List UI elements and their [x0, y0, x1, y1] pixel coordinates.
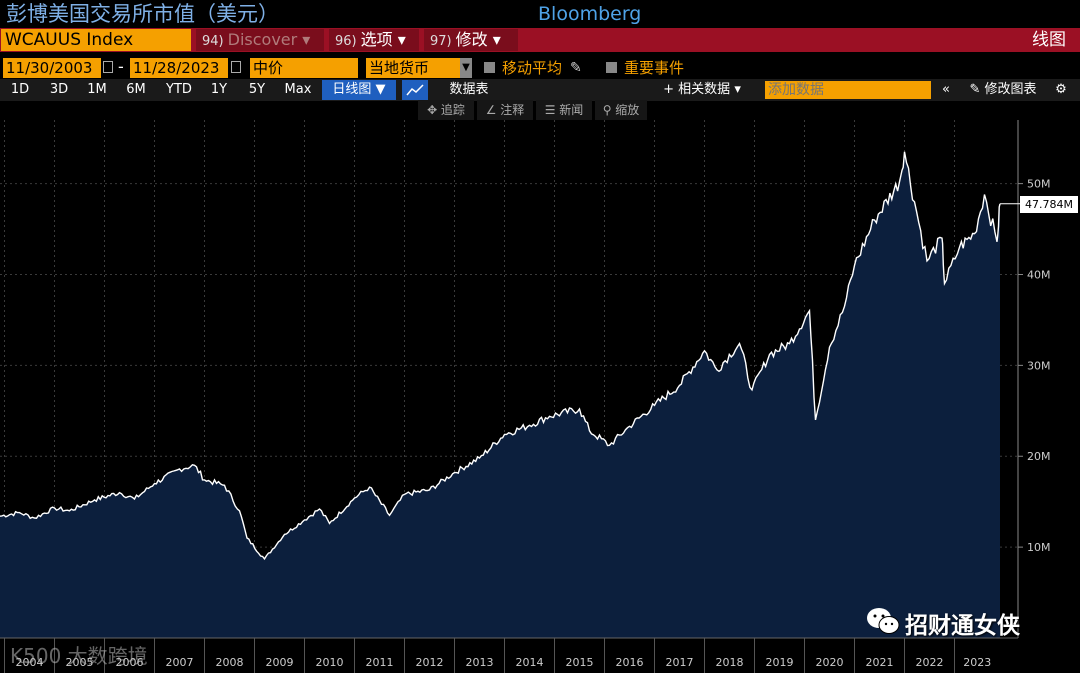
moving-average-checkbox[interactable]	[484, 62, 495, 73]
range-button-5y[interactable]: 5Y	[248, 82, 266, 97]
x-tick-label: 2010	[316, 656, 344, 669]
range-button-1d[interactable]: 1D	[10, 82, 30, 97]
series-line	[0, 151, 1001, 561]
x-tick-label: 2013	[466, 656, 494, 669]
annotate-tool[interactable]: ∠ 注释	[477, 100, 533, 120]
range-button-ytd[interactable]: YTD	[166, 82, 192, 97]
edit-chart-button[interactable]: ✎ 修改图表	[969, 82, 1037, 97]
options-label: 选项	[360, 30, 393, 49]
gear-icon[interactable]: ⚙	[1055, 82, 1067, 97]
x-tick-label: 2014	[516, 656, 544, 669]
x-tick-label: 2008	[216, 656, 244, 669]
x-tick-label: 2009	[266, 656, 294, 669]
y-tick-label: 10M	[1027, 541, 1051, 554]
y-tick-label: 20M	[1027, 450, 1051, 463]
range-button-3d[interactable]: 3D	[49, 82, 69, 97]
y-tick-label: 40M	[1027, 268, 1051, 281]
x-tick-label: 2021	[866, 656, 894, 669]
range-button-1y[interactable]: 1Y	[210, 82, 228, 97]
discover-label: Discover	[227, 30, 298, 49]
x-tick-label: 2012	[416, 656, 444, 669]
x-tick-label: 2011	[366, 656, 394, 669]
x-tick-label: 2015	[566, 656, 594, 669]
bloomberg-brand: Bloomberg	[538, 3, 642, 25]
x-tick-label: 2023	[963, 656, 991, 669]
pencil-icon[interactable]: ✎	[570, 60, 582, 76]
last-price-label: 47.784M	[1020, 195, 1078, 213]
key-events-checkbox[interactable]	[606, 62, 617, 73]
x-tick-label: 2016	[616, 656, 644, 669]
price-type-field[interactable]: 中价	[250, 58, 358, 78]
ticker-field[interactable]: WCAUUS Index	[1, 29, 191, 51]
y-tick-label: 50M	[1027, 178, 1051, 191]
zoom-tool[interactable]: ⚲ 缩放	[595, 100, 647, 120]
x-tick-label: 2020	[816, 656, 844, 669]
options-number: 96)	[335, 34, 357, 49]
news-tool[interactable]: ☰ 新闻	[536, 100, 592, 120]
options-button[interactable]: 96) 选项 ▾	[329, 29, 419, 51]
x-tick-label: 2022	[916, 656, 944, 669]
chevron-down-icon: ▾	[302, 30, 311, 49]
chevron-down-icon[interactable]: ▼	[460, 58, 472, 78]
title-bar	[0, 0, 1080, 28]
chevron-down-icon: ▾	[397, 30, 406, 49]
collapse-icon[interactable]: «	[942, 82, 950, 97]
calendar-icon[interactable]	[231, 61, 241, 73]
x-tick-label: 2017	[666, 656, 694, 669]
wechat-watermark: 招财通女侠	[905, 613, 1020, 639]
crosshair-tool[interactable]: ✥ 追踪	[418, 100, 474, 120]
data-table-tab[interactable]: 数据表	[449, 82, 489, 97]
x-tick-label: 2004	[16, 656, 44, 669]
discover-button[interactable]: 94) Discover ▾	[196, 29, 324, 51]
edit-number: 97)	[430, 34, 452, 49]
start-date-field[interactable]: 11/30/2003	[3, 58, 101, 78]
daily-chart-tab[interactable]: 日线图 ▼	[322, 80, 396, 100]
range-button-1m[interactable]: 1M	[87, 82, 107, 97]
end-date-field[interactable]: 11/28/2023	[130, 58, 228, 78]
y-tick-label: 30M	[1027, 359, 1051, 372]
discover-number: 94)	[202, 34, 224, 49]
add-data-input[interactable]	[765, 81, 931, 99]
wechat-icon	[867, 608, 900, 634]
x-tick-label: 2018	[716, 656, 744, 669]
line-chart-icon[interactable]	[402, 80, 428, 100]
range-button-max[interactable]: Max	[284, 82, 312, 97]
chart-title: 彭博美国交易所市值（美元）	[6, 2, 279, 26]
date-separator: -	[118, 57, 124, 76]
edit-button[interactable]: 97) 修改 ▾	[424, 29, 518, 51]
edit-label: 修改	[455, 30, 488, 49]
market-cap-chart: 10M 20M 30M 40M 50M 2004 2005 2006 2007 2008 2009 2…	[0, 120, 1051, 673]
x-tick-label: 2019	[766, 656, 794, 669]
key-events-label: 重要事件	[624, 59, 685, 77]
chart-type-label: 线图	[1032, 30, 1066, 50]
calendar-icon[interactable]	[103, 61, 113, 73]
related-data-button[interactable]: + 相关数据 ▾	[663, 82, 741, 97]
chevron-down-icon: ▾	[492, 30, 501, 49]
moving-average-label: 移动平均	[502, 59, 563, 77]
x-tick-label: 2006	[116, 656, 144, 669]
range-button-6m[interactable]: 6M	[126, 82, 146, 97]
currency-select[interactable]: 当地货币	[366, 58, 460, 78]
x-tick-label: 2005	[66, 656, 94, 669]
area-fill	[0, 151, 1000, 639]
x-tick-label: 2007	[166, 656, 194, 669]
watermark-text: K500 大数跨境	[10, 644, 148, 668]
